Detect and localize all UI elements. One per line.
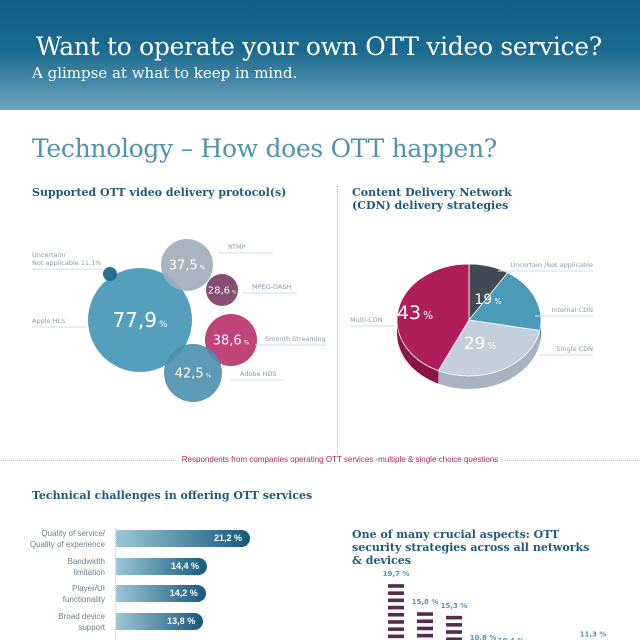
section-title: Technology – How does OTT happen?	[32, 134, 497, 163]
bar-segment	[417, 619, 433, 624]
bubble-value: 28,6%	[208, 286, 237, 297]
bar: 14,4 %	[116, 557, 207, 575]
protocols-title: Supported OTT video delivery protocol(s)	[32, 186, 287, 199]
bar-value-label: 10,8 %	[470, 634, 497, 640]
bar-segment	[388, 598, 404, 603]
bubble-value: 37,5%	[169, 259, 206, 274]
bubble-value: 42,5%	[175, 367, 212, 382]
respondents-note: Respondents from companies operating OTT…	[0, 455, 640, 464]
bubble-mpeg-dash	[206, 274, 238, 306]
header-banner: Want to operate your own OTT video servi…	[0, 0, 640, 110]
bar-category-label: Player/UI functionality	[62, 584, 105, 605]
bar-segment	[388, 612, 404, 617]
bubble-rtmp	[161, 239, 213, 291]
bar-segment	[417, 626, 433, 631]
bar-segment	[388, 591, 404, 595]
bubble-apple-hls	[88, 268, 192, 372]
security-bar-chart: 19,7 % 15,8 %15,3 % 10,8 %10,4 % 11,3 %	[383, 570, 607, 640]
pie-label: Uncertain /Not applicable	[510, 261, 593, 269]
bubble-label: Uncertain/	[32, 251, 67, 259]
bar-value-label: 15,3 %	[441, 602, 468, 610]
bar-value-label: 15,8 %	[412, 598, 439, 606]
bar-category-label: Broad device support	[58, 611, 105, 632]
bubble-uncertain-not-applicable	[103, 267, 117, 281]
bubble-adobe-hds	[164, 344, 222, 402]
bubble-value: 38,6%	[213, 334, 250, 349]
bar-segment	[446, 615, 462, 620]
column-divider	[337, 186, 338, 454]
bar-segment	[388, 634, 404, 639]
bar-segment	[388, 584, 404, 588]
bar: 21,2 %	[116, 530, 250, 547]
pie-slice-multi-cdn	[396, 263, 470, 372]
bar-segment	[388, 627, 404, 631]
bar-segment	[417, 633, 433, 638]
bar-segment	[388, 605, 404, 610]
bar-value-label: 11,3 %	[580, 631, 607, 639]
bar-segment	[388, 620, 404, 624]
pie-slice-internal-cdn	[468, 272, 542, 331]
bubble-label: Not applicable 11,1%	[32, 259, 102, 267]
pie-side	[438, 330, 540, 389]
bar-segment	[446, 637, 462, 640]
bar-category-label: Quality of service/Quality of experience	[29, 529, 105, 549]
pie-label: Single CDN	[557, 345, 594, 353]
security-title: One of many crucial aspects: OTT securit…	[352, 528, 590, 567]
pie-label: Internal CDN	[551, 306, 593, 314]
cdn-title: Content Delivery Network (CDN) delivery …	[352, 186, 512, 212]
bar-axis	[115, 528, 116, 640]
bubble-smooth-streaming	[205, 314, 257, 366]
bubble-label: MPEG-DASH	[252, 283, 291, 291]
header-title: Want to operate your own OTT video servi…	[36, 32, 602, 61]
bar-segment	[446, 623, 462, 627]
bar-segment	[417, 612, 433, 616]
bar-segment	[446, 630, 462, 634]
pie-side	[397, 320, 439, 384]
bubble-label: Smooth Streaming	[265, 335, 326, 343]
bar-category-label: Bandwidth limitation	[67, 556, 105, 577]
pie-label: Multi-CDN	[350, 316, 383, 324]
header-subtitle: A glimpse at what to keep in mind.	[32, 64, 298, 82]
bar: 13,8 %	[116, 612, 204, 630]
bubble-label: RTMP	[228, 243, 246, 251]
bubble-label: Adobe HDS	[240, 370, 277, 378]
bar-value-label: 10,4 %	[498, 637, 525, 640]
bar: 14,2 %	[116, 585, 206, 603]
bar-value-label: 19,7 %	[383, 570, 410, 578]
bubble-label: Apple HLS	[32, 317, 65, 325]
pie-slice-single-cdn	[437, 319, 541, 377]
challenges-title: Technical challenges in offering OTT ser…	[32, 489, 313, 502]
